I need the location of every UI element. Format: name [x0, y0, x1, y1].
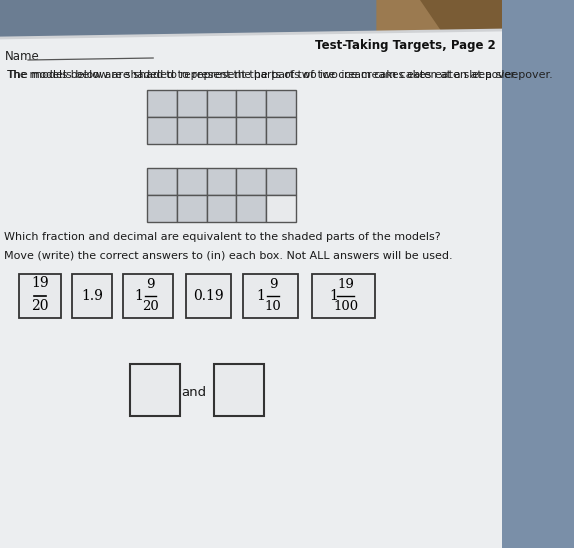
Text: 20: 20	[142, 300, 159, 313]
Bar	[236, 117, 266, 144]
Text: 1: 1	[134, 289, 143, 303]
Text: 9: 9	[269, 278, 277, 291]
Text: 20: 20	[32, 299, 49, 313]
Bar	[177, 90, 207, 117]
Bar	[0, 0, 502, 200]
Text: 0.19: 0.19	[193, 289, 224, 303]
Polygon shape	[0, 30, 502, 548]
Text: 9: 9	[146, 278, 155, 291]
Polygon shape	[420, 0, 502, 120]
Text: Move (write) the correct answers to (in) each box. Not ALL answers will be used.: Move (write) the correct answers to (in)…	[3, 250, 452, 260]
Bar	[266, 168, 296, 195]
Bar	[177, 168, 207, 195]
Bar	[147, 168, 177, 195]
Text: Test-Taking Targets, Page 2: Test-Taking Targets, Page 2	[315, 39, 495, 53]
Bar	[130, 364, 180, 416]
Text: The models below are shaded to represent the parts of two ice cream cakes eaten : The models below are shaded to represent…	[7, 70, 517, 80]
Text: The models below are shaded to represent the parts of two ice cream cakes eaten : The models below are shaded to represent…	[7, 70, 553, 80]
Bar	[207, 90, 236, 117]
Bar	[312, 274, 375, 318]
Bar	[236, 195, 266, 222]
Bar	[185, 274, 231, 318]
Bar	[236, 90, 266, 117]
Bar	[266, 117, 296, 144]
Bar	[122, 274, 173, 318]
Bar	[20, 274, 61, 318]
Bar	[147, 117, 177, 144]
Text: 100: 100	[333, 300, 358, 313]
Bar	[72, 274, 112, 318]
Text: and: and	[182, 385, 207, 398]
Bar	[207, 195, 236, 222]
Bar	[266, 90, 296, 117]
Bar	[207, 117, 236, 144]
Bar	[0, 200, 502, 548]
Bar	[243, 274, 297, 318]
Bar	[214, 364, 265, 416]
Text: 19: 19	[338, 278, 354, 291]
Bar	[236, 168, 266, 195]
Text: 1.9: 1.9	[81, 289, 103, 303]
Text: 10: 10	[265, 300, 281, 313]
Polygon shape	[377, 0, 502, 180]
Bar	[147, 195, 177, 222]
Text: 1: 1	[257, 289, 265, 303]
Bar	[207, 168, 236, 195]
Text: Which fraction and decimal are equivalent to the shaded parts of the models?: Which fraction and decimal are equivalen…	[3, 232, 440, 242]
Text: 19: 19	[32, 276, 49, 290]
Bar	[147, 90, 177, 117]
Bar	[177, 117, 207, 144]
Text: Name: Name	[5, 49, 40, 62]
Text: 1: 1	[329, 289, 338, 303]
Bar	[177, 195, 207, 222]
Bar	[266, 195, 296, 222]
